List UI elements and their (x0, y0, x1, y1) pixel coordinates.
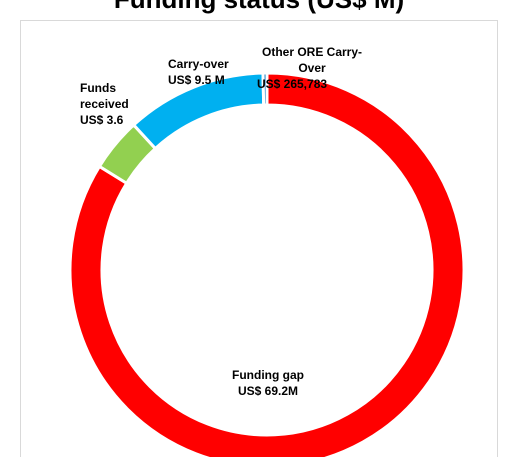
title-clip: Funding status (US$ M) (0, 0, 518, 20)
label-line: US$ 69.2M (237, 384, 298, 398)
label-line: Carry-over (168, 57, 229, 71)
slice-other-ore-carry-over (261, 71, 269, 107)
data-label-funding-gap: Funding gap US$ 69.2M (232, 367, 304, 399)
data-label-funds-received: Funds received US$ 3.6 (80, 80, 129, 128)
label-line: Funding gap (232, 368, 304, 382)
chart-title: Funding status (US$ M) (0, 0, 518, 15)
data-label-other-ore-carry-over: Other ORE Carry- Over US$ 265,783 (257, 44, 363, 92)
slice-funding-gap (68, 71, 466, 457)
label-line: Funds (80, 81, 116, 95)
label-line: Over (298, 61, 326, 75)
label-line: US$ 9.5 M (168, 73, 225, 87)
data-label-carry-over: Carry-over US$ 9.5 M (168, 56, 229, 88)
label-line: received (80, 97, 129, 111)
label-line: US$ 265,783 (256, 77, 328, 91)
label-line: Other ORE Carry- (262, 45, 363, 59)
label-line: US$ 3.6 (80, 113, 124, 127)
